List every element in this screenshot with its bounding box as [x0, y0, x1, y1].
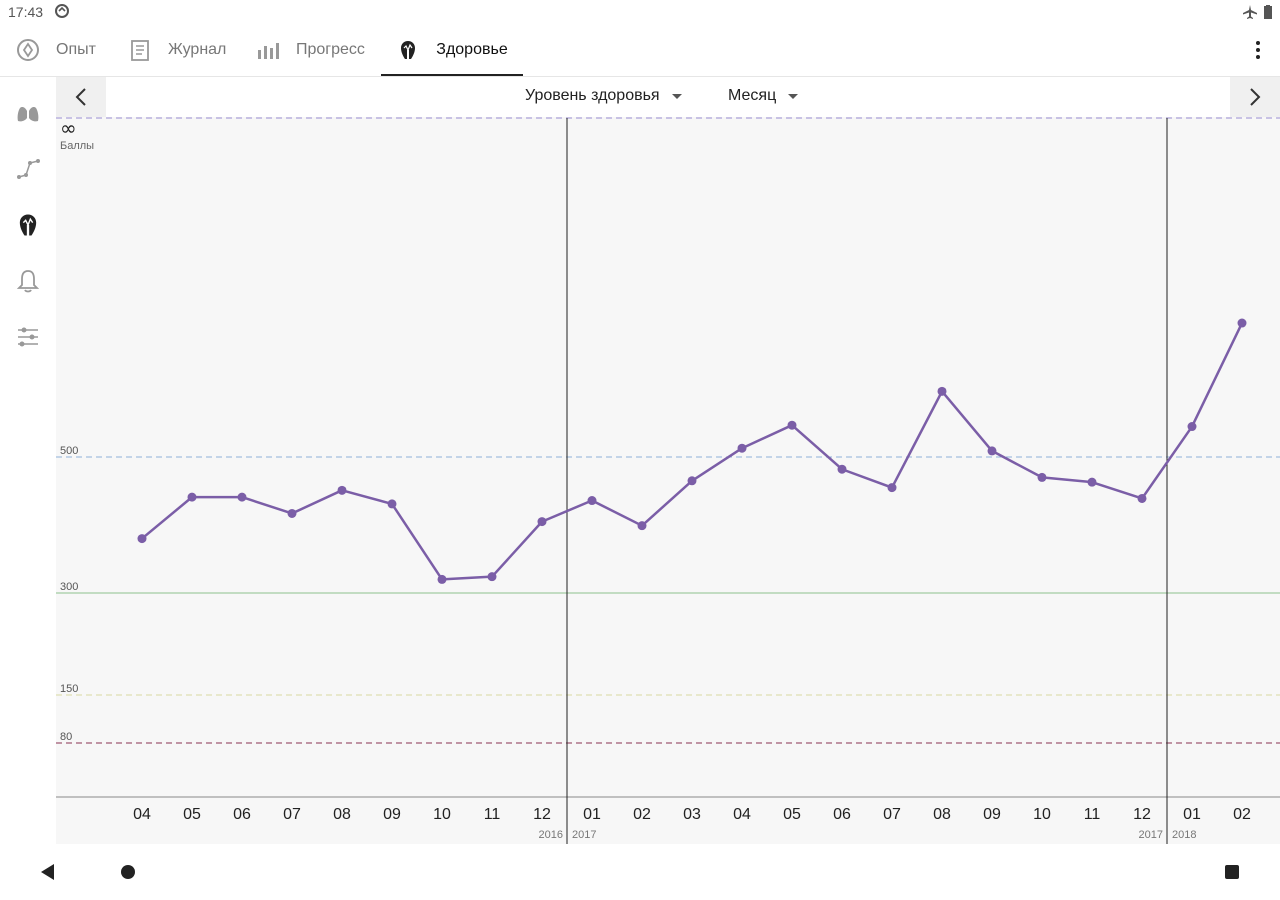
home-icon[interactable] — [118, 862, 138, 882]
data-point — [737, 443, 747, 453]
x-tick-label: 03 — [683, 806, 701, 823]
x-tick-label: 05 — [783, 806, 801, 823]
dropdown-arrow-icon — [788, 93, 799, 99]
x-tick-label: 12 — [533, 806, 551, 823]
bell-icon[interactable] — [14, 267, 42, 295]
tab-progress[interactable]: Прогресс — [256, 24, 365, 76]
data-point — [187, 492, 197, 502]
x-tick-label: 08 — [933, 806, 951, 823]
data-point — [487, 572, 497, 582]
tab-progress-label: Прогресс — [296, 41, 365, 58]
x-tick-label: 05 — [183, 806, 201, 823]
year-label: 2017 — [572, 829, 596, 841]
tab-health[interactable]: Здоровье — [381, 24, 523, 76]
status-bar: 17:43 — [0, 0, 1280, 24]
experience-icon — [17, 39, 39, 61]
x-tick-label: 12 — [1133, 806, 1151, 823]
journal-icon — [131, 40, 149, 61]
side-navigation — [0, 77, 56, 843]
x-tick-label: 11 — [484, 806, 501, 823]
data-point — [1087, 477, 1097, 487]
x-tick-label: 11 — [1084, 806, 1101, 823]
tab-journal[interactable]: Журнал — [128, 24, 226, 76]
health-level-line-chart: ∞Баллы 500 300 150 80 2016 2017 2017 2018 04 05 06 0… — [56, 116, 1280, 844]
x-tick-label: 07 — [883, 806, 901, 823]
reference-label-300: 300 — [60, 581, 78, 593]
metric-dropdown[interactable]: Уровень здоровья — [525, 87, 682, 105]
metric-dropdown-value: Уровень здоровья — [525, 87, 660, 104]
data-point — [937, 386, 947, 396]
battery-icon — [1264, 5, 1272, 19]
data-point — [387, 499, 397, 509]
more-options-icon[interactable] — [1246, 38, 1270, 62]
tab-health-label: Здоровье — [436, 41, 508, 58]
system-navigation-bar — [0, 844, 1280, 900]
recent-apps-icon[interactable] — [1222, 862, 1242, 882]
chevron-left-icon — [75, 88, 86, 106]
lungs-icon[interactable] — [14, 99, 42, 127]
sliders-icon[interactable] — [14, 323, 42, 351]
x-tick-label: 06 — [833, 806, 851, 823]
x-tick-label: 07 — [283, 806, 301, 823]
reference-label-80: 80 — [60, 731, 72, 743]
health-series-line — [141, 322, 1244, 581]
x-tick-label: 01 — [583, 806, 601, 823]
health-icon[interactable] — [14, 211, 42, 239]
data-point — [587, 496, 597, 506]
data-point — [1237, 318, 1247, 328]
y-axis-infinity-label: ∞ — [60, 116, 77, 140]
year-label: 2016 — [539, 829, 563, 841]
period-dropdown[interactable]: Месяц — [728, 87, 799, 105]
period-dropdown-value: Месяц — [728, 87, 777, 104]
data-point — [137, 534, 147, 544]
data-point — [1187, 422, 1197, 432]
data-point — [287, 508, 297, 518]
data-point — [987, 446, 997, 456]
trend-path-icon[interactable] — [14, 155, 42, 183]
data-point — [887, 483, 897, 493]
next-period-button[interactable] — [1230, 77, 1280, 117]
tab-experience-label: Опыт — [56, 41, 96, 58]
progress-icon — [258, 43, 279, 59]
data-point — [237, 492, 247, 502]
tab-experience[interactable]: Опыт — [16, 24, 96, 76]
x-tick-label: 08 — [333, 806, 351, 823]
data-point — [437, 574, 447, 584]
reference-label-150: 150 — [60, 683, 78, 695]
data-point — [687, 476, 697, 486]
x-tick-label: 09 — [983, 806, 1001, 823]
x-tick-label: 10 — [433, 806, 451, 823]
x-tick-label: 10 — [1033, 806, 1051, 823]
data-point — [537, 517, 547, 527]
health-icon — [401, 41, 416, 59]
x-tick-label: 02 — [1233, 806, 1251, 823]
dropdown-arrow-icon — [671, 93, 682, 99]
data-point — [1037, 472, 1047, 482]
back-icon[interactable] — [38, 862, 58, 882]
data-point — [637, 521, 647, 531]
top-tab-bar: Опыт Журнал Прогресс Здоровье — [0, 24, 1280, 77]
x-tick-label: 09 — [383, 806, 401, 823]
x-tick-label: 06 — [233, 806, 251, 823]
reference-label-500: 500 — [60, 445, 78, 457]
tab-journal-label: Журнал — [168, 41, 227, 58]
sync-icon — [55, 4, 69, 18]
data-point — [787, 420, 797, 430]
year-label: 2018 — [1172, 829, 1196, 841]
x-tick-label: 02 — [633, 806, 651, 823]
data-point — [837, 464, 847, 474]
data-point — [1137, 493, 1147, 503]
chart-controls: Уровень здоровья Месяц — [56, 77, 1280, 117]
year-label: 2017 — [1139, 829, 1163, 841]
status-time: 17:43 — [8, 4, 44, 20]
y-axis-unit-label: Баллы — [60, 140, 94, 152]
health-chart-panel: Уровень здоровья Месяц ∞ Баллы 500 300 150 80… — [56, 77, 1280, 844]
x-tick-label: 04 — [733, 806, 751, 823]
data-point — [337, 485, 347, 495]
x-tick-label: 04 — [133, 806, 151, 823]
x-tick-label: 01 — [1183, 806, 1201, 823]
chevron-right-icon — [1250, 88, 1261, 106]
airplane-mode-icon — [1243, 5, 1257, 19]
previous-period-button[interactable] — [56, 77, 106, 117]
